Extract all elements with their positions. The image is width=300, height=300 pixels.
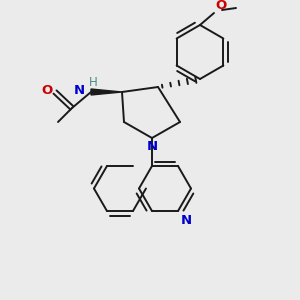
Text: N: N: [74, 85, 85, 98]
Text: H: H: [88, 76, 98, 88]
Polygon shape: [91, 89, 122, 95]
Text: O: O: [215, 0, 226, 12]
Text: N: N: [181, 214, 192, 227]
Text: O: O: [41, 85, 52, 98]
Text: N: N: [146, 140, 158, 152]
